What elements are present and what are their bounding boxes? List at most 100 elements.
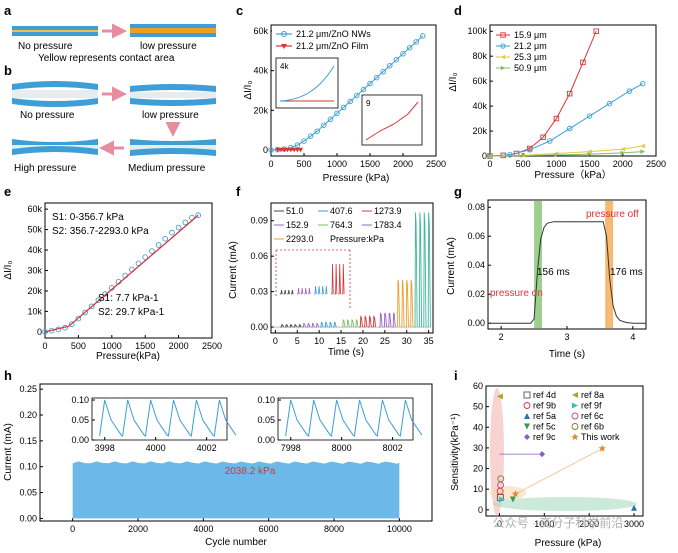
x-tick-label: 7998 — [281, 443, 301, 453]
data-point — [400, 51, 406, 57]
pulse — [302, 322, 307, 328]
y-tick-label: 0.00 — [71, 435, 89, 445]
pulse — [304, 287, 307, 295]
data-point — [587, 151, 592, 157]
panel-b: b No pressure low pressure High pressure… — [4, 63, 216, 174]
y-tick-label: 0.06 — [250, 251, 268, 261]
x-tick-label: 2000 — [169, 341, 189, 351]
annotation-line: S1: 0-356.7 kPa — [52, 212, 124, 223]
panel-letter: i — [454, 368, 458, 383]
pulse — [280, 289, 283, 295]
y-tick-label: 40k — [253, 66, 268, 76]
data-point — [586, 113, 593, 119]
series-line — [489, 151, 643, 157]
pulse — [378, 312, 383, 328]
legend-label: 21.2 μm — [514, 41, 547, 51]
y-tick-label: 40k — [27, 245, 42, 255]
data-point — [285, 147, 290, 153]
data-point — [511, 490, 520, 498]
y-tick-label: 0.03 — [250, 287, 268, 297]
inset-label: 9 — [366, 99, 371, 108]
pulse — [311, 322, 315, 328]
x-tick-label: 0 — [70, 524, 75, 534]
label-low-pressure: low pressure — [142, 110, 199, 121]
x-tick-label: 10 — [314, 336, 324, 346]
data-point — [593, 28, 599, 34]
data-point — [620, 150, 626, 156]
x-tick-label: 3998 — [95, 443, 115, 453]
caption: Yellow represents contact area — [38, 53, 175, 64]
legend-label: This work — [581, 432, 620, 442]
data-point — [500, 32, 506, 38]
layer-contact — [12, 30, 98, 32]
x-tick-label: 1000 — [534, 519, 554, 529]
data-point — [149, 248, 155, 254]
pulse — [293, 324, 298, 328]
data-point — [571, 433, 579, 441]
annotation-fall-time: 176 ms — [610, 267, 643, 278]
data-point — [500, 65, 506, 71]
data-point — [496, 393, 503, 400]
x-tick-label: 8000 — [332, 443, 352, 453]
highlight-region — [490, 388, 504, 516]
data-point — [288, 147, 294, 153]
x-tick-label: 1000 — [102, 341, 122, 351]
pulse — [324, 321, 328, 328]
data-point — [291, 147, 297, 153]
legend-label: ref 6b — [581, 422, 604, 432]
y-tick-label: 0.05 — [71, 415, 89, 425]
legend-label: ref 9f — [581, 401, 602, 411]
pulse — [307, 287, 311, 295]
data-point — [387, 62, 393, 69]
pulse — [321, 285, 324, 295]
x-axis-label: Time (s) — [328, 347, 364, 358]
pulse — [333, 321, 337, 328]
y-tick-label: 0.06 — [467, 231, 485, 241]
pulse — [334, 263, 338, 295]
x-tick-label: 500 — [296, 159, 311, 169]
y-tick-label: 0.10 — [71, 395, 89, 405]
y-tick-label: 20 — [473, 464, 483, 474]
x-axis-label: Pressure(kPa) — [96, 351, 160, 362]
x-tick-label: 2500 — [426, 159, 446, 169]
pulse — [363, 315, 368, 328]
pulse — [314, 285, 317, 295]
data-point — [88, 303, 95, 310]
layer-top — [12, 26, 98, 30]
y-tick-label: 10 — [473, 484, 483, 494]
y-tick-label: 0.00 — [19, 513, 37, 523]
pulse — [387, 312, 392, 328]
x-tick-label: 1500 — [580, 159, 600, 169]
data-point — [500, 54, 506, 60]
legend-label: 15.9 μm — [514, 30, 547, 40]
label-low-pressure: low pressure — [140, 41, 197, 52]
pulse — [289, 324, 293, 328]
layer-top — [130, 24, 216, 28]
pulse — [290, 289, 294, 295]
data-point — [587, 149, 592, 154]
inset: 0.10 0.05 0.00 7998 8000 8002 — [257, 395, 423, 453]
y-tick-label: 0.10 — [19, 462, 37, 472]
pulse — [287, 289, 290, 295]
legend-marker — [281, 31, 287, 37]
series-line — [488, 221, 646, 324]
y-tick-label: 100k — [467, 26, 487, 36]
data-point — [500, 43, 506, 49]
y-tick-label: 20k — [472, 126, 487, 136]
data-point — [509, 496, 516, 503]
data-point — [347, 98, 353, 105]
annotation-line: S2: 356.7-2293.0 kPa — [52, 226, 149, 237]
plot-frame — [485, 385, 644, 517]
data-point — [360, 86, 367, 93]
pulse — [372, 314, 377, 328]
label-high-pressure: High pressure — [14, 163, 77, 174]
legend-label: 1783.4 — [374, 220, 402, 230]
x-tick-label: 0 — [497, 519, 502, 529]
x-tick-label: 0 — [273, 336, 278, 346]
data-point — [639, 80, 646, 87]
legend-label: ref 6c — [581, 411, 604, 421]
annotation-pressure: 2038.2 kPa — [225, 466, 276, 477]
legend-label: 50.9 μm — [514, 63, 547, 73]
